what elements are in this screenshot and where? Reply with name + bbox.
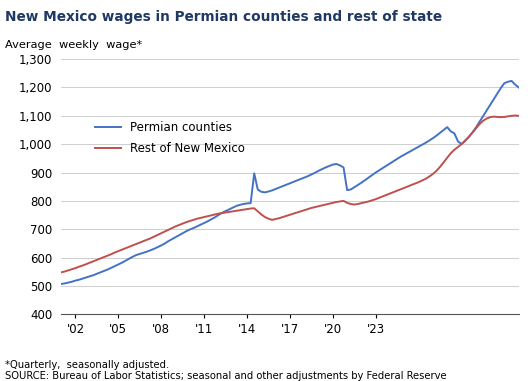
Permian counties [458,142,464,146]
Rest of New Mexico [516,114,522,118]
Rest of New Mexico [458,142,464,146]
Permian counties [183,229,189,234]
Rest of New Mexico [183,220,189,224]
Rest of New Mexico [512,113,518,118]
Text: New Mexico wages in Permian counties and rest of state: New Mexico wages in Permian counties and… [5,10,443,24]
Text: *Quarterly,  seasonally adjusted.: *Quarterly, seasonally adjusted. [5,360,170,370]
Rest of New Mexico [330,200,336,205]
Line: Rest of New Mexico: Rest of New Mexico [61,115,519,272]
Text: Average  weekly  wage*: Average weekly wage* [5,40,143,50]
Text: SOURCE: Bureau of Labor Statistics; seasonal and other adjustments by Federal Re: SOURCE: Bureau of Labor Statistics; seas… [5,371,447,381]
Rest of New Mexico [58,270,64,275]
Rest of New Mexico [79,263,86,268]
Permian counties [419,142,426,147]
Line: Permian counties: Permian counties [61,81,519,284]
Permian counties [79,276,86,281]
Permian counties [509,78,515,83]
Permian counties [58,282,64,286]
Permian counties [297,177,304,181]
Rest of New Mexico [297,209,304,214]
Permian counties [516,85,522,90]
Permian counties [330,162,336,167]
Rest of New Mexico [419,178,426,183]
Legend: Permian counties, Rest of New Mexico: Permian counties, Rest of New Mexico [95,121,245,155]
